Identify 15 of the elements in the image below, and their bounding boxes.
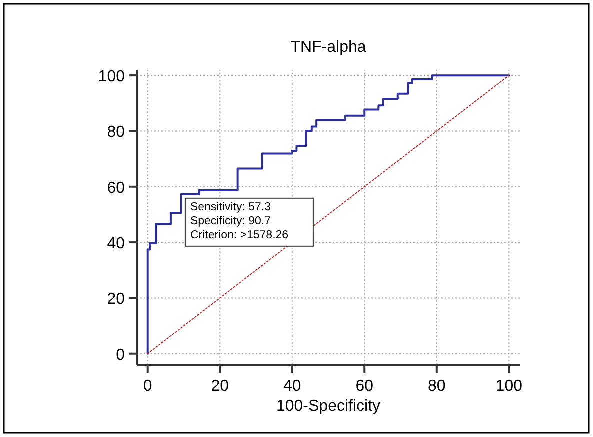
y-tick-label: 100 xyxy=(98,68,126,86)
chart-title: TNF-alpha xyxy=(290,39,366,56)
x-tick-label: 80 xyxy=(428,378,446,395)
x-tick-label: 100 xyxy=(496,378,523,395)
y-tick-label: 0 xyxy=(116,346,126,364)
y-tick-label: 60 xyxy=(107,180,126,197)
x-tick-label: 60 xyxy=(356,378,374,395)
y-tick-label: 40 xyxy=(107,236,126,253)
x-tick-label: 0 xyxy=(143,378,152,395)
x-axis-title: 100-Specificity xyxy=(276,398,381,415)
x-tick-label: 40 xyxy=(283,378,302,395)
y-tick-label: 80 xyxy=(107,124,126,142)
x-tick-label: 20 xyxy=(211,378,230,395)
y-tick-label: 20 xyxy=(107,291,126,308)
annotation: Sensitivity: 57.3 Specificity: 90.7 Criterion: >1578.26 xyxy=(190,201,289,242)
